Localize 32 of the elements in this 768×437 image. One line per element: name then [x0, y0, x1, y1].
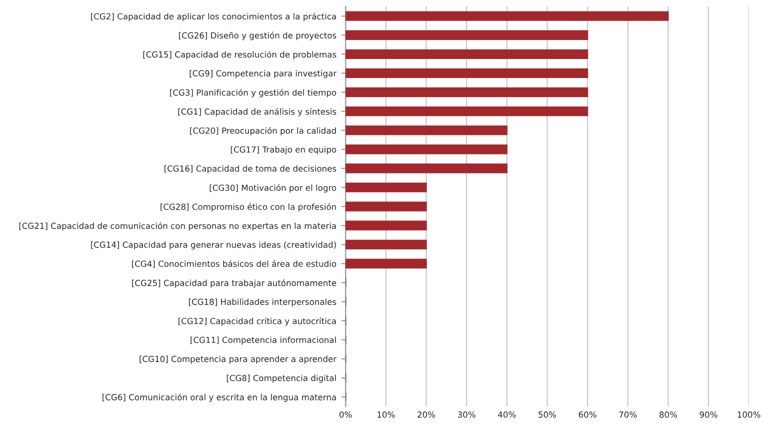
x-tick-label: 80%	[659, 411, 677, 418]
y-tick-label: [CG12] Capacidad crítica y autocrítica	[178, 317, 336, 326]
y-tick-label: [CG4] Conocimientos básicos del área de estudio	[132, 260, 336, 268]
y-tick-label: [CG14] Capacidad para generar nuevas ideas (creatividad)	[91, 241, 336, 250]
y-tick-label: [CG11] Competencia informacional	[190, 336, 336, 345]
y-tick-label: [CG8] Competencia digital	[226, 374, 336, 383]
y-tick-label: [CG6] Comunicación oral y escrita en la lengua materna	[102, 394, 336, 402]
x-tick-label: 20%	[418, 411, 436, 418]
y-tick-label: [CG28] Compromiso ético con la profesión	[160, 203, 336, 212]
x-tick-label: 40%	[498, 411, 516, 418]
y-tick-label: [CG2] Capacidad de aplicar los conocimientos a la práctica	[91, 12, 336, 22]
y-tick-label: [CG26] Diseño y gestión de proyectos	[179, 32, 336, 40]
y-tick-label: [CG25] Capacidad para trabajar autónomamente	[132, 279, 336, 288]
x-tick-label: 50%	[538, 411, 556, 418]
y-tick-label: [CG15] Capacidad de resolución de problemas	[143, 50, 336, 60]
x-tick-label: 0%	[340, 411, 352, 418]
y-tick-label: [CG21] Capacidad de comunicación con personas no expertas en la materia	[19, 222, 336, 231]
x-tick-label: 60%	[578, 411, 596, 418]
y-tick-label: [CG3] Planificación y gestión del tiempo	[170, 88, 336, 98]
y-tick-label: [CG16] Capacidad de toma de decisiones	[164, 165, 336, 174]
x-tick-label: 10%	[378, 411, 395, 418]
y-tick-label: [CG18] Habilidades interpersonales	[188, 298, 336, 307]
x-tick-label: 30%	[458, 411, 476, 418]
x-tick-label: 70%	[619, 411, 637, 418]
y-tick-label: [CG17] Trabajo en equipo	[230, 146, 336, 154]
y-tick-label: [CG9] Competencia para investigar	[190, 70, 337, 78]
y-tick-label: [CG1] Capacidad de análisis y síntesis	[178, 108, 336, 116]
y-tick-label: [CG30] Motivación por el logro	[210, 184, 336, 193]
x-tick-label: 90%	[700, 411, 718, 418]
y-tick-label: [CG10] Competencia para aprender a aprender	[140, 356, 337, 364]
x-tick-label: 100%	[738, 411, 760, 418]
y-tick-label: [CG20] Preocupación por la calidad	[190, 126, 336, 136]
